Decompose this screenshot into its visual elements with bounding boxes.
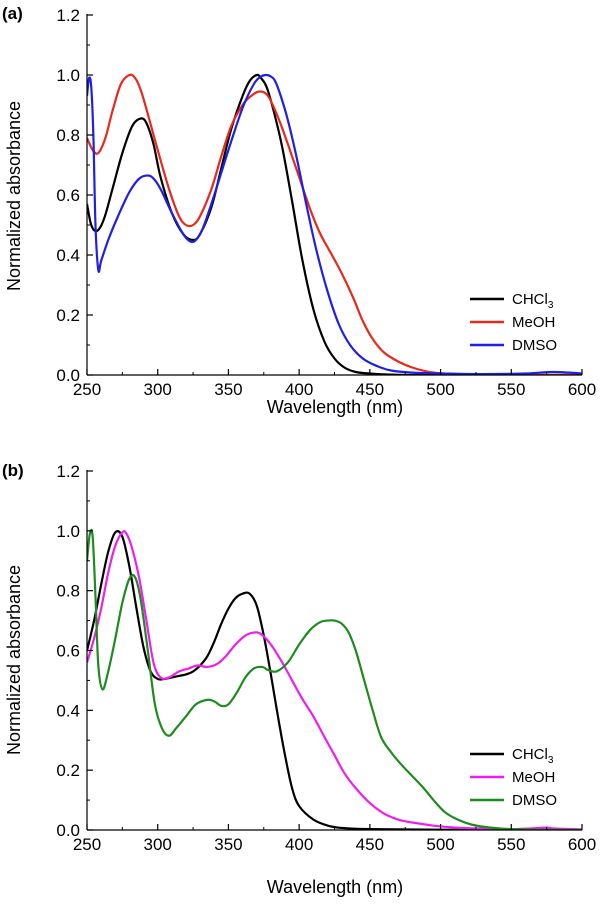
legend-label-dmso: DMSO: [512, 337, 557, 354]
x-tick-label: 450: [356, 835, 384, 854]
x-tick-label: 500: [426, 835, 454, 854]
y-tick-label: 1.2: [56, 6, 80, 25]
y-tick-label: 0.8: [56, 126, 80, 145]
series-line-chcl: [87, 530, 582, 830]
y-tick-label: 1.0: [56, 66, 80, 85]
y-tick-label: 0.0: [56, 366, 80, 385]
series-line-dmso: [87, 528, 582, 830]
panel-b-plot: 250 300 350 400 450 500 550 600 0.0 0.2 0.4 0.6 0.8 1…: [56, 462, 596, 854]
panel-a-plot: 250 300 350 400 450 500 550 600 0.0 0.2 0.4 0.6 0.8 1…: [56, 6, 596, 399]
x-tick-label: 600: [568, 380, 596, 399]
panel-a-x-axis-title: Wavelength (nm): [267, 397, 403, 417]
x-tick-label: 250: [73, 835, 101, 854]
y-tick-label: 1.2: [56, 462, 80, 481]
x-tick-label: 400: [285, 380, 313, 399]
x-tick-label: 500: [426, 380, 454, 399]
y-tick-label: 0.4: [56, 701, 80, 720]
y-tick-label: 0.0: [56, 821, 80, 840]
series-line-dmso: [87, 73, 582, 375]
series-line-meoh: [87, 530, 582, 830]
legend-label-dmso: DMSO: [512, 792, 557, 809]
panel-b-y-axis-title: Normalized absorbance: [4, 565, 24, 755]
panel-b: (b) 250 300 350 400 450 500 550 600 0.0 0.2 0.4 0.6…: [2, 461, 596, 897]
panel-b-label: (b): [2, 461, 24, 480]
y-tick-label: 1.0: [56, 522, 80, 541]
panel-a: (a) 250 300 350 400 450 500 550 600 0.0 0.2 0.4 0.6…: [2, 4, 596, 417]
x-tick-label: 450: [356, 380, 384, 399]
y-tick-label: 0.6: [56, 186, 80, 205]
x-tick-label: 400: [285, 835, 313, 854]
y-tick-label: 0.2: [56, 761, 80, 780]
x-tick-label: 300: [144, 835, 172, 854]
panel-b-x-axis-title: Wavelength (nm): [267, 877, 403, 897]
x-tick-label: 550: [497, 380, 525, 399]
legend-label-meoh: MeOH: [512, 314, 555, 331]
y-tick-label: 0.6: [56, 642, 80, 661]
y-tick-label: 0.4: [56, 246, 80, 265]
panel-a-y-axis-title: Normalized absorbance: [4, 101, 24, 291]
x-tick-label: 350: [214, 835, 242, 854]
legend-label-subscript: 3: [548, 755, 554, 766]
legend-label-chcl: CHCl3: [512, 746, 554, 766]
panel-a-label: (a): [2, 4, 23, 23]
series-line-chcl: [87, 73, 582, 375]
x-tick-label: 600: [568, 835, 596, 854]
x-tick-label: 550: [497, 835, 525, 854]
legend-label-meoh: MeOH: [512, 769, 555, 786]
x-tick-label: 350: [214, 380, 242, 399]
y-tick-label: 0.8: [56, 582, 80, 601]
x-tick-label: 250: [73, 380, 101, 399]
x-tick-label: 300: [144, 380, 172, 399]
legend-label-chcl: CHCl3: [512, 291, 554, 311]
series-line-meoh: [87, 73, 582, 375]
y-tick-label: 0.2: [56, 306, 80, 325]
legend-label-subscript: 3: [548, 300, 554, 311]
